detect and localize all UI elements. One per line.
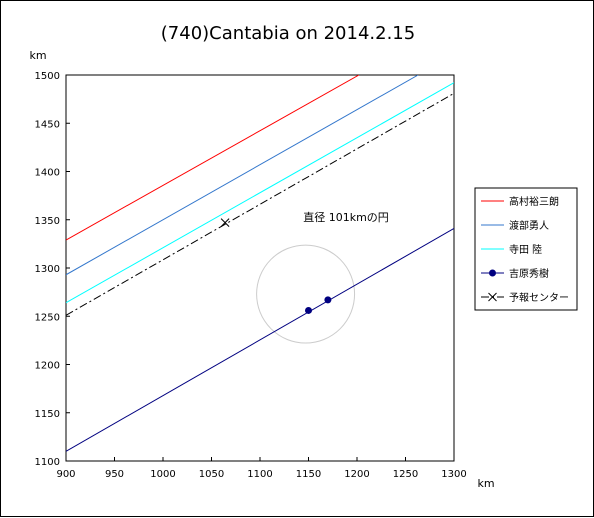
- series-5-point-1: [220, 218, 230, 227]
- series-line-3: [66, 82, 454, 304]
- y-tick-label: 1350: [35, 216, 60, 227]
- series-4-point-2: [324, 296, 332, 304]
- legend-item-3: 寺田 陸: [481, 243, 542, 256]
- series-line-2: [66, 75, 419, 276]
- x-axis-ticks: 900 950 1000 1050 1100 1150 1200 1250 1300: [56, 457, 467, 480]
- x-tick-label: 900: [56, 469, 75, 480]
- x-tick-label: 950: [105, 469, 124, 480]
- series-line-5: [66, 92, 454, 316]
- reference-circle: [256, 244, 356, 344]
- circle-annotation: 直径 101kmの円: [303, 210, 389, 224]
- chart-title: (740)Cantabia on 2014.2.15: [161, 23, 415, 44]
- plot-area: [65, 74, 455, 462]
- x-tick-label: 1000: [150, 469, 175, 480]
- y-tick-label: 1500: [35, 71, 60, 82]
- x-tick-label: 1250: [393, 469, 418, 480]
- legend-item-2: 渡部勇人: [481, 219, 549, 232]
- y-tick-label: 1100: [35, 457, 60, 468]
- legend-label: 高村裕三朗: [509, 195, 559, 208]
- legend-marker: [489, 269, 496, 277]
- y-tick-label: 1450: [35, 119, 60, 130]
- series-4-point-1: [305, 306, 312, 314]
- x-tick-label: 1100: [247, 469, 272, 480]
- x-axis-unit-label: km: [477, 477, 494, 490]
- x-tick-label: 1150: [296, 469, 321, 480]
- series-line-4: [66, 228, 454, 452]
- y-tick-label: 1300: [35, 264, 60, 275]
- legend-label: 予報センター: [509, 292, 569, 304]
- legend-item-5: 予報センター: [481, 292, 569, 304]
- y-tick-label: 1250: [35, 312, 60, 323]
- y-tick-label: 1400: [35, 168, 60, 179]
- x-tick-label: 1200: [344, 469, 369, 480]
- x-tick-label: 1300: [441, 469, 466, 480]
- y-tick-label: 1150: [35, 409, 60, 420]
- legend-item-4: 吉原秀樹: [481, 267, 549, 280]
- y-axis-unit-label: km: [29, 49, 46, 62]
- y-axis-ticks: 1100 1150 1200 1250 1300 1350 1400 1450 1500: [35, 71, 70, 468]
- legend-item-1: 高村裕三朗: [481, 195, 559, 208]
- legend-label: 渡部勇人: [509, 219, 549, 232]
- legend-label: 寺田 陸: [509, 243, 542, 256]
- y-tick-label: 1200: [35, 361, 60, 372]
- series-line-1: [66, 75, 360, 241]
- legend-label: 吉原秀樹: [509, 267, 549, 280]
- x-tick-label: 1050: [199, 469, 224, 480]
- plot-content: [66, 75, 454, 452]
